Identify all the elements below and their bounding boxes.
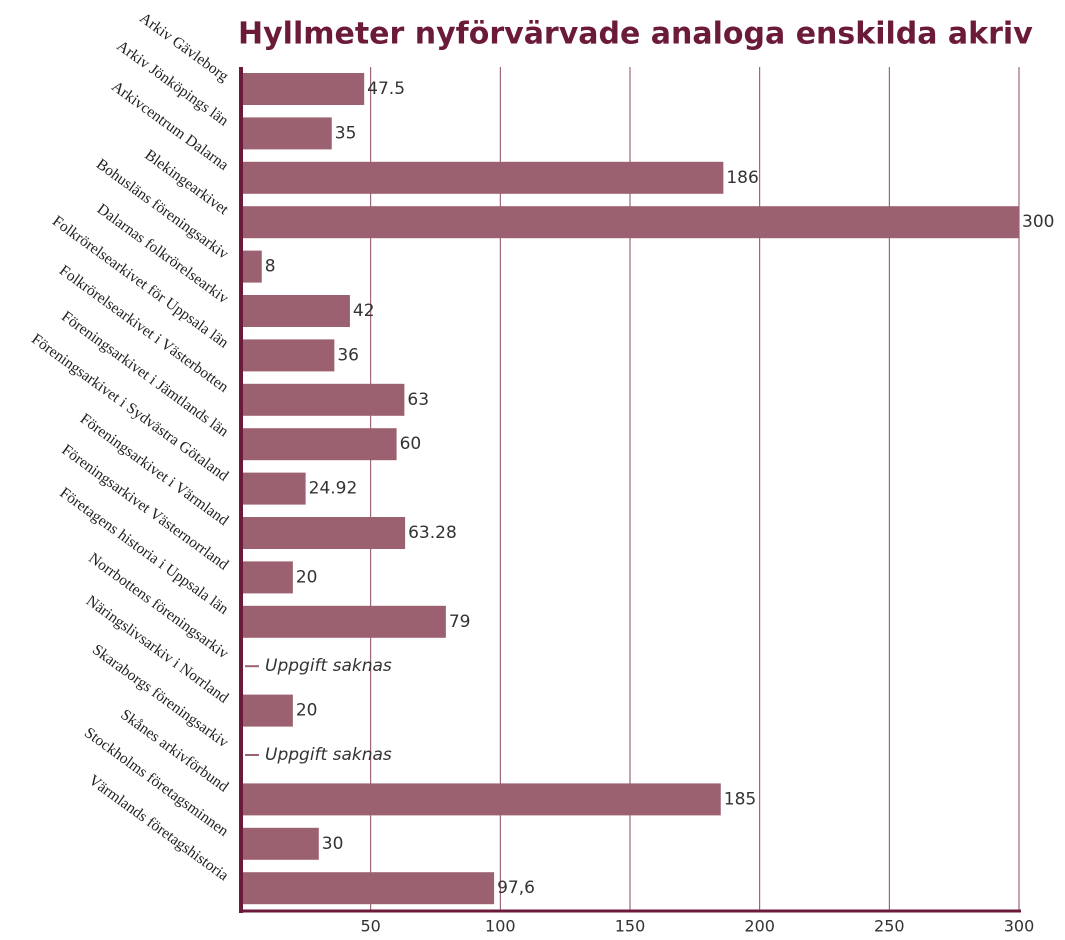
x-tick-label: 200 [744, 917, 775, 936]
bar [241, 694, 293, 727]
value-label: 60 [400, 434, 422, 454]
value-label: 20 [296, 701, 318, 721]
value-label: 47.5 [367, 79, 405, 99]
bar [241, 783, 721, 816]
bar [241, 561, 293, 594]
value-label: Uppgift saknas [265, 745, 392, 765]
value-label: 300 [1022, 212, 1054, 232]
x-tick-label: 100 [485, 917, 516, 936]
value-label: 36 [337, 345, 359, 365]
value-label: 79 [449, 612, 471, 632]
bar [241, 472, 306, 505]
value-label: 42 [353, 301, 375, 321]
bar [241, 206, 1019, 239]
value-label: 63 [407, 390, 429, 410]
value-label: Uppgift saknas [265, 656, 392, 676]
bar [241, 73, 365, 105]
x-tick-label: 150 [615, 917, 646, 936]
chart-title: Hyllmeter nyförvärvade analoga enskilda … [238, 17, 1033, 52]
bar [241, 383, 405, 416]
value-label: 30 [322, 834, 344, 854]
bar [241, 605, 446, 638]
value-label: 186 [726, 168, 758, 188]
bar [241, 827, 319, 860]
x-tick-label: 250 [874, 917, 905, 936]
y-tick-label: Skånes arkivförbund [117, 706, 231, 796]
x-tick-label: 50 [360, 917, 380, 936]
bar [241, 872, 495, 905]
value-label: 24.92 [309, 479, 358, 499]
bar [241, 339, 335, 372]
bar [241, 295, 350, 327]
value-label: 35 [335, 123, 357, 143]
bar [241, 250, 262, 283]
y-tick-label: Arkiv Jönköpings län [114, 37, 232, 129]
bar [241, 517, 406, 549]
bar [241, 161, 724, 194]
value-label: 20 [296, 567, 318, 587]
x-tick-label: 300 [1004, 917, 1035, 936]
value-label: 185 [724, 789, 756, 809]
bar [241, 428, 397, 461]
value-label: 63.28 [408, 523, 457, 543]
value-label: 97,6 [497, 878, 535, 898]
bar [241, 117, 332, 150]
value-label: 8 [265, 257, 276, 277]
